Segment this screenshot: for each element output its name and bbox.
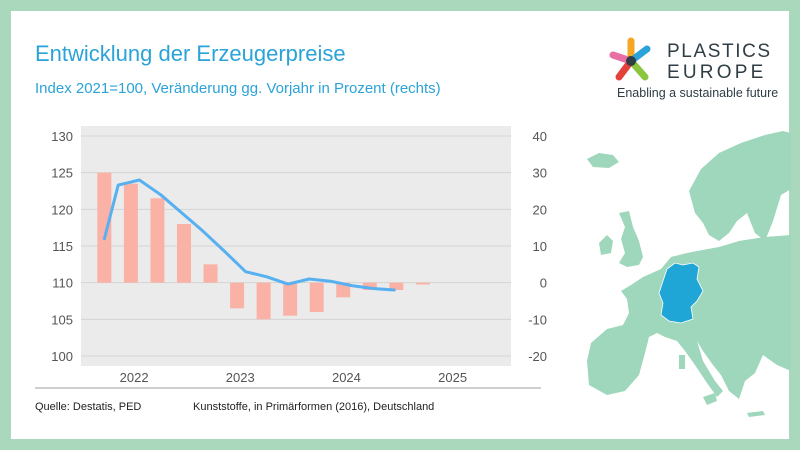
logo-text-line2: EUROPE [667, 62, 766, 84]
map-sicily [703, 393, 717, 405]
y-right-tick-label: 10 [533, 239, 547, 254]
plastics-europe-logo: PLASTICS EUROPE [609, 25, 779, 95]
y-left-tick-label: 110 [52, 276, 73, 291]
bar-yoy-change [416, 283, 430, 285]
logo-tagline: Enabling a sustainable future [617, 86, 778, 100]
bar-yoy-change [257, 283, 271, 320]
source-note: Quelle: Destatis, PED [35, 401, 141, 413]
y-left-tick-label: 130 [51, 129, 73, 144]
x-tick-label: 2022 [120, 370, 149, 385]
x-tick-label: 2025 [438, 370, 467, 385]
y-left-tick-label: 115 [52, 239, 73, 254]
map-crete [747, 411, 765, 417]
logo-text-line1: PLASTICS [667, 41, 772, 63]
bar-yoy-change [204, 264, 218, 282]
x-tick-label: 2024 [332, 370, 361, 385]
bar-yoy-change [97, 173, 111, 283]
logo-star-icon [609, 33, 665, 89]
y-right-tick-label: -10 [528, 312, 547, 327]
bar-yoy-change [124, 184, 138, 283]
producer-price-chart: 100 105 110 115 120 125 130 -20 -10 0 10 20 30 40 20… [11, 11, 571, 411]
bar-yoy-change [283, 283, 297, 316]
map-ireland [599, 235, 613, 255]
series-note: Kunststoffe, in Primärformen (2016), Deu… [193, 401, 434, 413]
map-sardinia [679, 355, 685, 369]
map-great-britain [619, 211, 643, 267]
map-iceland [587, 153, 619, 168]
y-right-tick-label: 40 [533, 129, 547, 144]
y-left-tick-label: 105 [51, 312, 73, 327]
y-right-tick-label: 0 [540, 276, 547, 291]
y-right-tick-label: 30 [533, 166, 547, 181]
y-left-tick-label: 100 [51, 349, 73, 364]
x-tick-label: 2023 [226, 370, 255, 385]
y-right-tick-label: 20 [533, 202, 547, 217]
europe-map [569, 129, 791, 439]
y-left-tick-label: 120 [51, 202, 73, 217]
y-right-tick-label: -20 [528, 349, 547, 364]
y-left-tick-label: 125 [51, 166, 73, 181]
bar-yoy-change [230, 283, 244, 309]
bar-yoy-change [177, 224, 191, 283]
map-scandinavia [689, 131, 791, 241]
slide: Entwicklung der Erzeugerpreise Index 202… [11, 11, 789, 439]
bar-yoy-change [310, 283, 324, 312]
bar-yoy-change [150, 198, 164, 282]
